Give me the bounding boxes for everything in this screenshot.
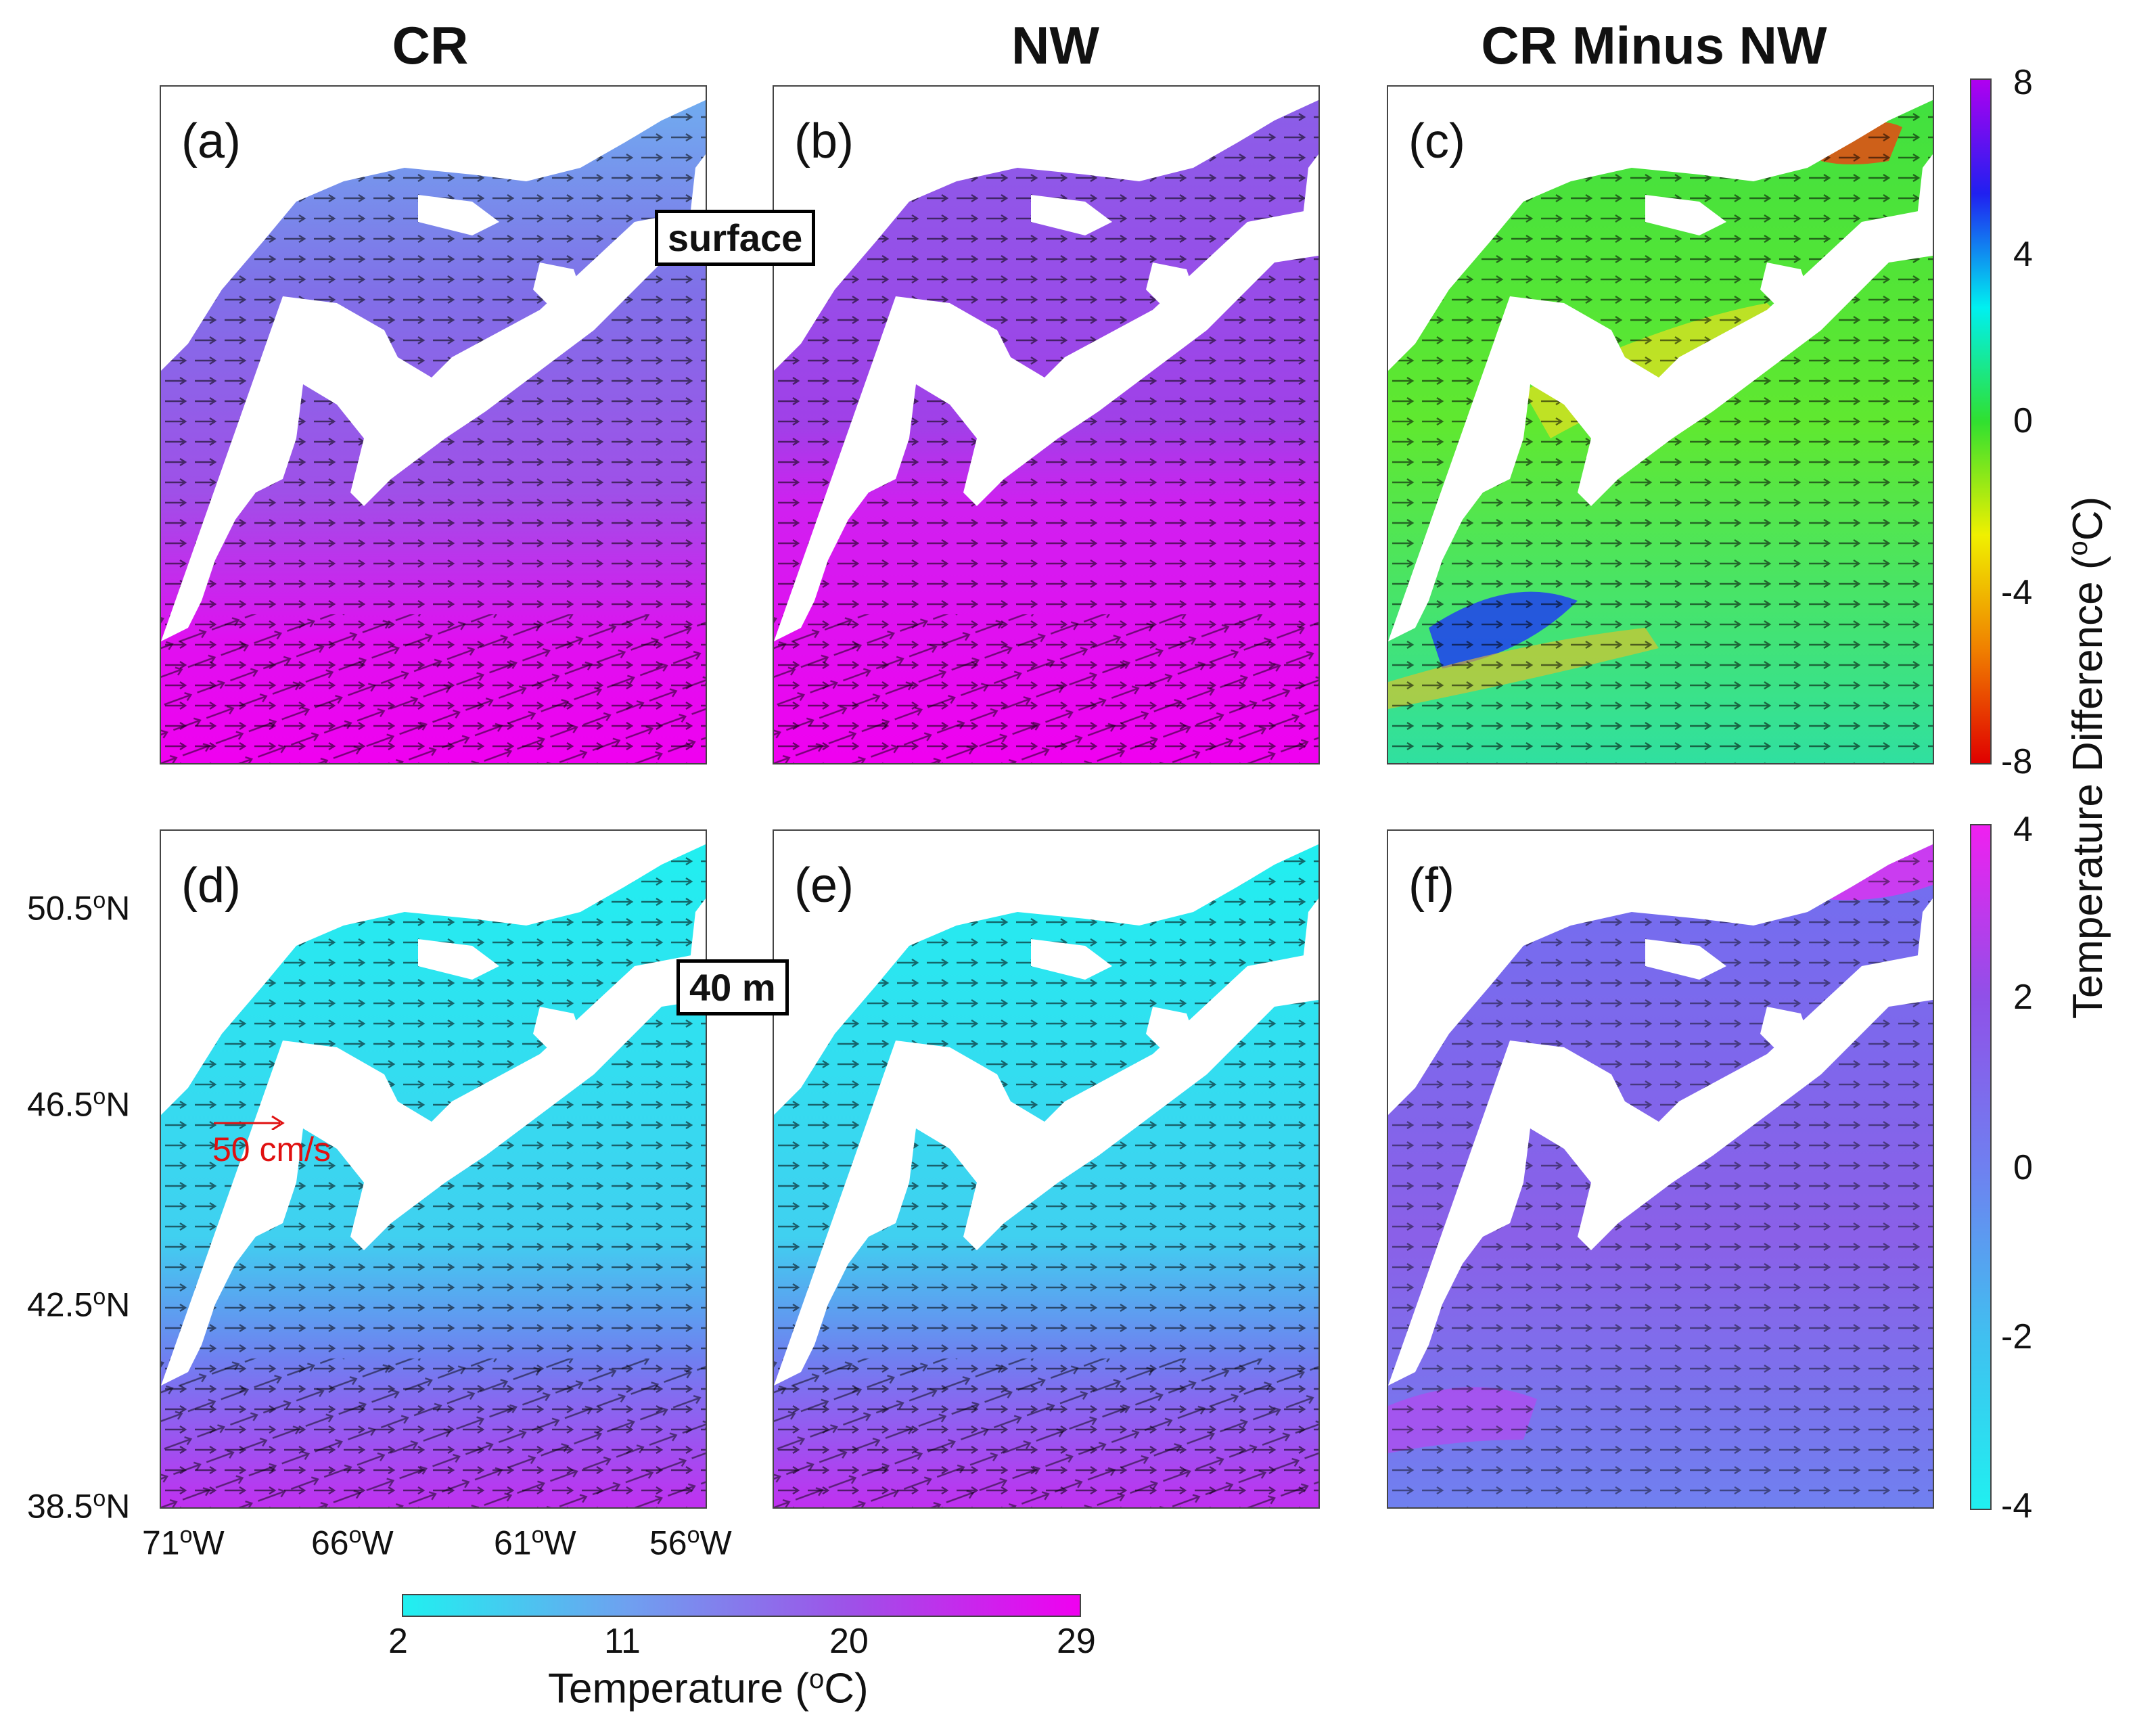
- lon-tick-0: 71oW: [142, 1522, 225, 1562]
- map-40m-nw: [774, 831, 1318, 1507]
- depth-label-surface: surface: [655, 210, 816, 266]
- map-40m-cr: [161, 831, 706, 1507]
- panel-label-d: (d): [181, 859, 241, 913]
- panel-label-e: (e): [794, 859, 854, 913]
- diff-surf-tick-3: -4: [2001, 573, 2033, 612]
- lon-tick-3: 56oW: [649, 1522, 732, 1562]
- lat-tick-0: 50.5oN: [27, 888, 131, 928]
- temp-cbar-tick-0: 2: [388, 1622, 408, 1661]
- column-title-cr: CR: [392, 16, 469, 75]
- lat-tick-2: 42.5oN: [27, 1284, 131, 1324]
- diff-40m-tick-4: -4: [2001, 1486, 2033, 1526]
- lat-tick-1: 46.5oN: [27, 1084, 131, 1124]
- panel-label-c: (c): [1408, 114, 1465, 168]
- panel-d-map: (d): [160, 829, 707, 1509]
- temperature-colorbar: [402, 1594, 1081, 1617]
- panel-b-map: (b): [773, 85, 1320, 764]
- diff-40m-tick-1: 2: [2013, 978, 2033, 1017]
- panel-label-b: (b): [794, 114, 854, 168]
- panel-label-a: (a): [181, 114, 241, 168]
- panel-f-map: (f): [1387, 829, 1934, 1509]
- diff-surf-tick-1: 4: [2013, 235, 2033, 274]
- temperature-colorbar-label: Temperature (oC): [548, 1664, 869, 1712]
- panel-e-map: (e): [773, 829, 1320, 1509]
- temp-cbar-tick-3: 29: [1057, 1622, 1096, 1661]
- temp-cbar-tick-1: 11: [604, 1622, 641, 1661]
- panel-label-f: (f): [1408, 859, 1454, 913]
- lon-tick-2: 61oW: [494, 1522, 576, 1562]
- map-surface-diff: [1388, 87, 1933, 763]
- panel-c-map: (c): [1387, 85, 1934, 764]
- diff-surf-tick-2: 0: [2013, 401, 2033, 440]
- map-surface-cr: [161, 87, 706, 763]
- panel-a-map: (a): [160, 85, 707, 764]
- diff-surf-tick-4: -8: [2001, 742, 2033, 781]
- temp-cbar-tick-2: 20: [829, 1622, 869, 1661]
- column-title-nw: NW: [1011, 16, 1099, 75]
- diff-40m-tick-0: 4: [2013, 810, 2033, 849]
- scale-vector-label: 50 cm/s: [212, 1130, 331, 1168]
- scale-arrow-icon: [214, 1115, 285, 1130]
- diff-surf-tick-0: 8: [2013, 63, 2033, 102]
- diff-colorbar-label: Temperature Difference (oC): [2063, 496, 2111, 1020]
- map-surface-nw: [774, 87, 1318, 763]
- diff-40m-tick-3: -2: [2001, 1317, 2033, 1356]
- column-title-diff: CR Minus NW: [1481, 16, 1827, 75]
- scale-vector: 50 cm/s: [212, 1110, 331, 1169]
- depth-label-40m: 40 m: [676, 959, 789, 1015]
- diff-40m-tick-2: 0: [2013, 1148, 2033, 1187]
- lon-tick-1: 66oW: [311, 1522, 394, 1562]
- map-40m-diff: [1388, 831, 1933, 1507]
- diff-colorbar-40m: [1970, 824, 1992, 1510]
- diff-colorbar-surface: [1970, 78, 1992, 764]
- lat-tick-3: 38.5oN: [27, 1486, 131, 1526]
